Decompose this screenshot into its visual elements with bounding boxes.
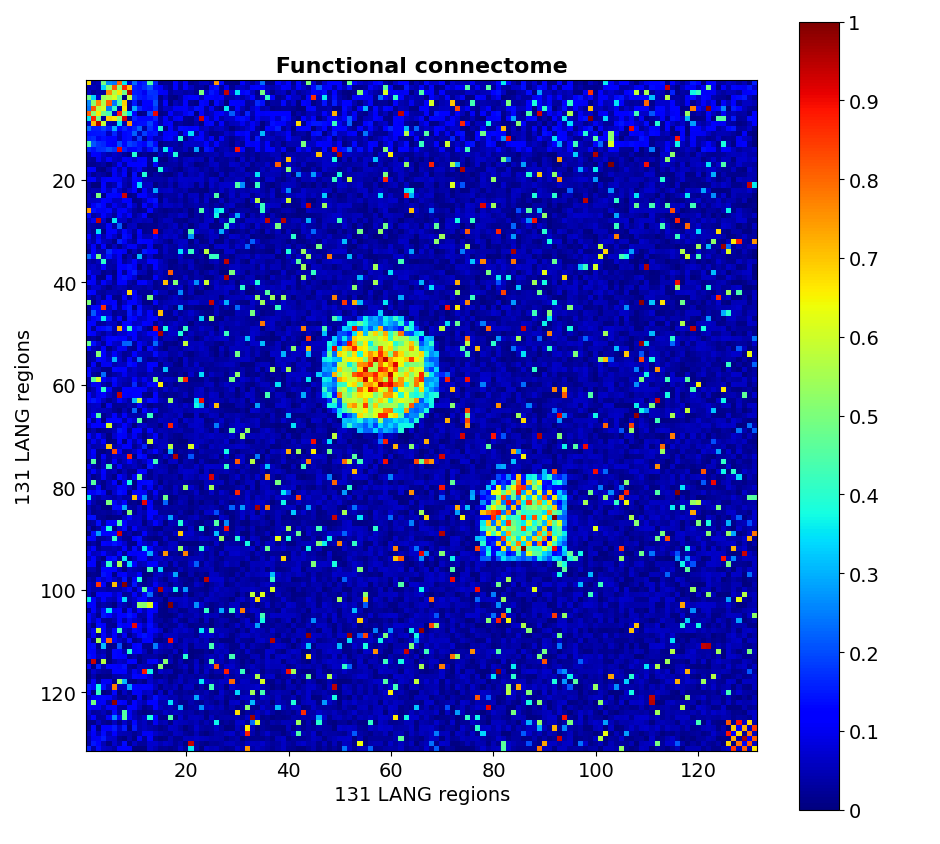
Y-axis label: 131 LANG regions: 131 LANG regions	[15, 328, 34, 504]
Title:  Functional connectome : Functional connectome	[268, 57, 575, 77]
X-axis label:  131 LANG regions : 131 LANG regions	[327, 786, 516, 804]
